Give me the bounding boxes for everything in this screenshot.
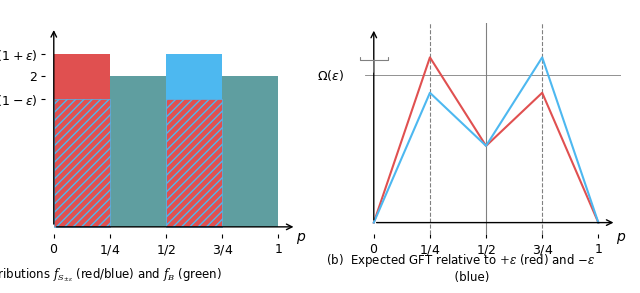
Text: (b)  Expected GFT relative to $+\varepsilon$ (red) and $-\varepsilon$
      (blu: (b) Expected GFT relative to $+\varepsil… xyxy=(326,252,595,284)
Text: $p$: $p$ xyxy=(616,231,626,246)
Bar xyxy=(54,54,110,227)
Text: (a)  Distributions $f_{S_{\pm\varepsilon}}$ (red/blue) and $f_B$ (green): (a) Distributions $f_{S_{\pm\varepsilon}… xyxy=(0,267,222,284)
Bar xyxy=(54,99,110,227)
Bar xyxy=(166,54,222,227)
Text: $\Omega(\varepsilon)$: $\Omega(\varepsilon)$ xyxy=(317,68,344,83)
Text: $p$: $p$ xyxy=(296,231,306,246)
Bar xyxy=(110,76,278,227)
Bar xyxy=(166,99,222,227)
